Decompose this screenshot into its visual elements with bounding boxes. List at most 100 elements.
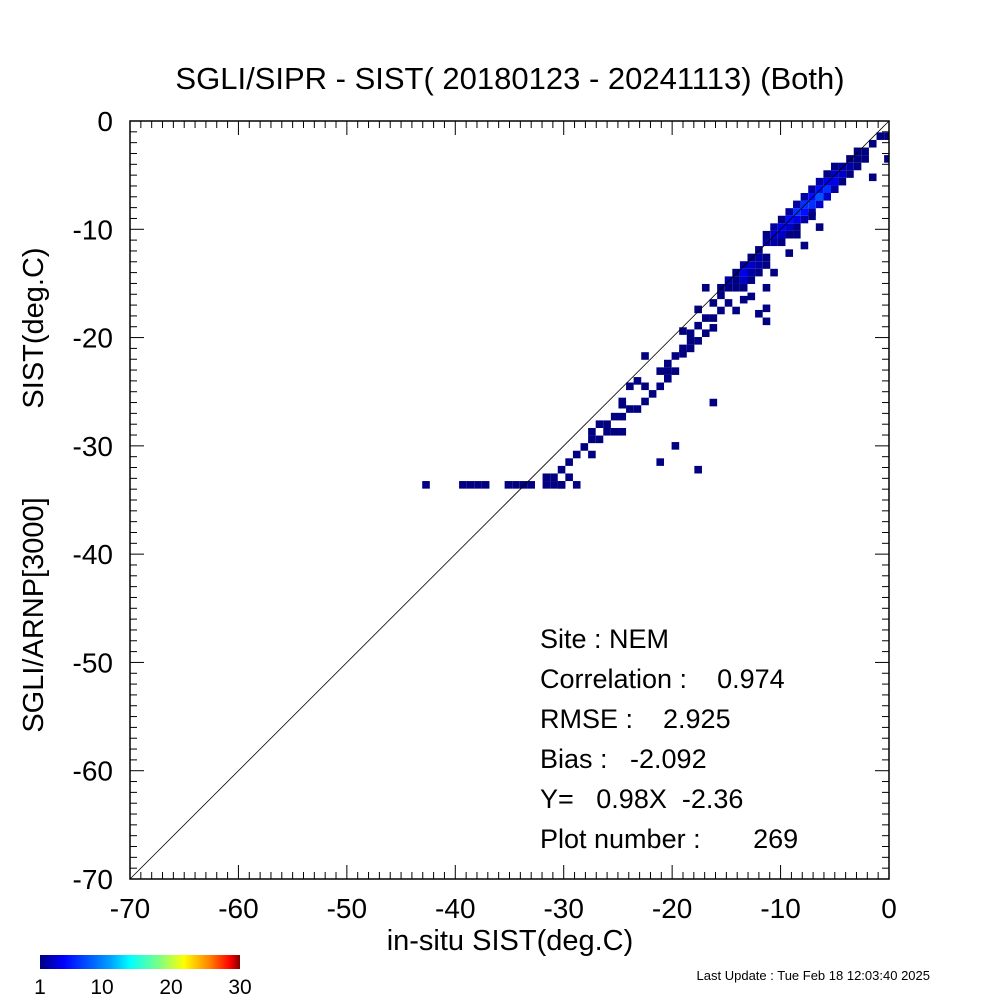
- stat-regression: Y= 0.98X -2.36: [540, 784, 743, 814]
- heatmap-cell: [656, 367, 665, 375]
- y-axis-title-sist: SIST(deg.C): [18, 247, 50, 408]
- last-update-text: Last Update : Tue Feb 18 12:03:40 2025: [696, 968, 930, 983]
- heatmap-cell: [777, 215, 786, 224]
- axis-ticks: [129, 120, 890, 880]
- heatmap-cell: [815, 177, 824, 186]
- heatmap-cell: [739, 283, 748, 292]
- heatmap-cell: [739, 276, 748, 284]
- heatmap-cell: [527, 481, 535, 489]
- heatmap-cell: [626, 382, 634, 391]
- stat-plot-number: Plot number : 269: [540, 824, 798, 854]
- heatmap-cell: [853, 147, 862, 156]
- heatmap-cell: [686, 337, 695, 345]
- x-tick-label: -40: [435, 893, 475, 924]
- heatmap-cell: [815, 185, 824, 194]
- heatmap-cell: [777, 238, 786, 247]
- heatmap-cell: [823, 170, 831, 178]
- heatmap-cell: [709, 398, 718, 407]
- heatmap-cell: [648, 390, 657, 398]
- heatmap-cell: [459, 481, 467, 489]
- heatmap-cell: [838, 170, 847, 178]
- heatmap-cell: [595, 420, 604, 428]
- heatmap-cell: [618, 400, 627, 409]
- heatmap-cell: [664, 367, 672, 375]
- heatmap-cell: [542, 481, 551, 489]
- heatmap-cell: [671, 442, 680, 450]
- heatmap-cell: [755, 246, 763, 254]
- heatmap-cell: [679, 344, 687, 353]
- heatmap-cell: [785, 215, 794, 224]
- heatmap-cell: [422, 481, 430, 489]
- heatmap-cell: [664, 374, 672, 383]
- heatmap-cell: [884, 155, 889, 163]
- heatmap-cell: [808, 185, 816, 194]
- colorbar-tick-label: 1: [34, 976, 46, 999]
- heatmap-cell: [739, 268, 748, 277]
- heatmap-cell: [868, 173, 877, 182]
- heatmap-cell: [626, 405, 634, 413]
- colorbar-gradient: [40, 955, 240, 969]
- heatmap-cell: [633, 405, 642, 413]
- heatmap-cell: [755, 268, 763, 277]
- heatmap-cell: [595, 435, 604, 444]
- heatmap-cell: [656, 458, 665, 466]
- heatmap-cell: [846, 162, 854, 171]
- heatmap-cell: [800, 193, 809, 201]
- y-tick-labels: -70 -60 -50 -40 -30 -20 -10 0: [73, 106, 113, 895]
- heatmap-cell: [633, 377, 642, 385]
- heatmap-cell: [739, 295, 748, 304]
- heatmap-cell: [762, 253, 771, 262]
- y-tick-label: -50: [73, 647, 113, 678]
- heatmap-cell: [777, 223, 786, 231]
- heatmap-cell: [610, 427, 619, 436]
- statistics-box: Site : NEM Correlation : 0.974 RMSE : 2.…: [540, 624, 798, 854]
- colorbar-tick-label: 10: [90, 976, 113, 999]
- heatmap-cell: [808, 212, 816, 221]
- heatmap-cell: [679, 327, 687, 335]
- heatmap-cell: [565, 458, 573, 466]
- x-axis-title: in-situ SIST(deg.C): [387, 925, 634, 957]
- heatmap-cell: [755, 253, 763, 262]
- heatmap-cell: [732, 306, 740, 315]
- x-tick-label: -50: [327, 893, 367, 924]
- heatmap-cell: [861, 155, 869, 163]
- heatmap-cell: [504, 481, 513, 489]
- heatmap-cell: [830, 170, 839, 178]
- heatmap-cell: [793, 208, 801, 216]
- heatmap-cells: [422, 132, 889, 489]
- heatmap-cell: [755, 261, 763, 269]
- heatmap-cell: [580, 443, 589, 451]
- heatmap-cell: [557, 465, 566, 474]
- heatmap-cell: [641, 397, 649, 406]
- heatmap-cell: [709, 324, 718, 332]
- heatmap-cell: [610, 412, 619, 421]
- heatmap-cell: [656, 382, 665, 391]
- heatmap-cell: [671, 367, 680, 375]
- heatmap-cell: [686, 344, 695, 353]
- heatmap-cell: [671, 352, 680, 360]
- chart-title: SGLI/SIPR - SIST( 20180123 - 20241113) (…: [175, 61, 844, 96]
- heatmap-cell: [664, 359, 672, 368]
- heatmap-cell: [815, 223, 824, 231]
- heatmap-cell: [830, 185, 839, 194]
- heatmap-cell: [701, 314, 710, 322]
- heatmap-cell: [762, 317, 771, 326]
- heatmap-cell: [466, 481, 475, 489]
- heatmap-cell: [808, 200, 816, 209]
- heatmap-cell: [747, 268, 756, 277]
- heatmap-cell: [686, 329, 695, 338]
- heatmap-cell: [732, 283, 740, 292]
- heatmap-cell: [588, 435, 596, 444]
- heatmap-cell: [785, 223, 794, 231]
- heatmap-cell: [550, 473, 558, 482]
- heatmap-cell: [838, 162, 847, 171]
- heatmap-cell: [701, 283, 710, 292]
- y-tick-label: -30: [73, 431, 113, 462]
- heatmap-cell: [474, 481, 482, 489]
- heatmap-cell: [823, 177, 831, 186]
- heatmap-cell: [861, 147, 869, 156]
- heatmap-cell: [588, 450, 596, 459]
- y-axis-title-arnp: SGLI/ARNP[3000]: [18, 497, 50, 732]
- x-tick-label: -30: [543, 893, 583, 924]
